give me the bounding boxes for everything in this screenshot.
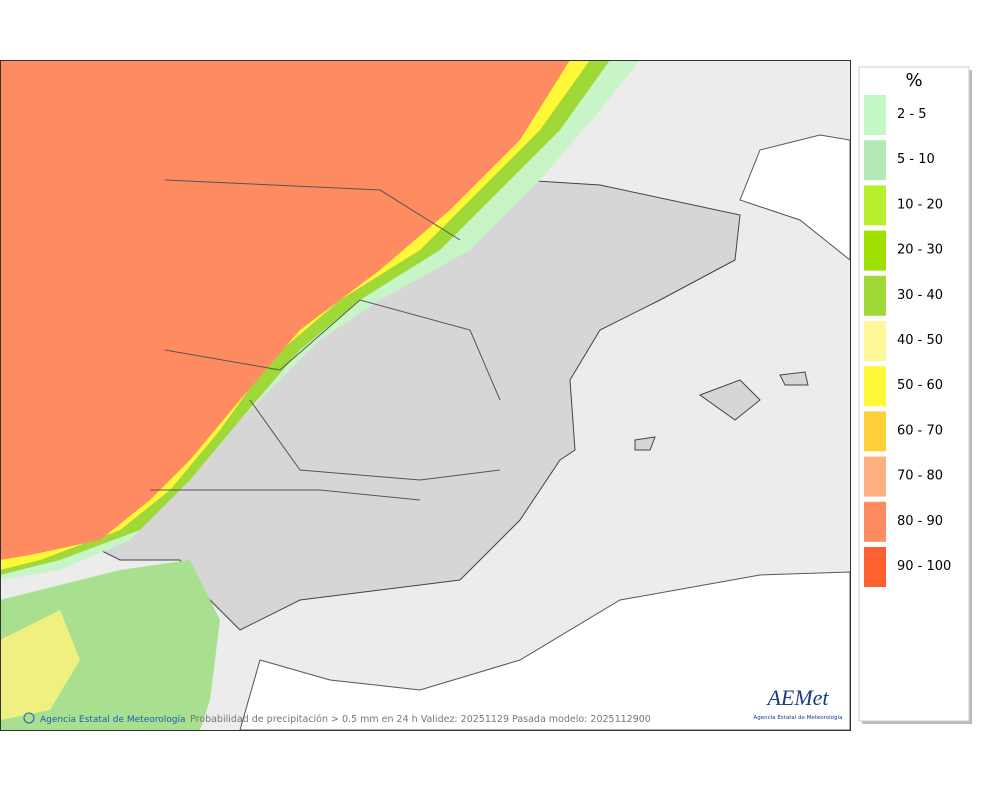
map-frame [0,60,851,731]
credit: Agencia Estatal de Meteorología [40,715,186,725]
legend-swatch [864,366,886,407]
legend-swatch [864,501,886,542]
balearic-islands [634,371,809,451]
legend-swatch [864,321,886,361]
legend-swatch [864,95,886,135]
region-borders [150,179,501,501]
sw-yellow-area [0,610,80,720]
caption: Probabilidad de precipitación > 0.5 mm e… [190,714,651,725]
legend-label: 10 - 20 [897,197,943,212]
legend-label: 40 - 50 [897,333,943,348]
legend-swatch [864,275,886,316]
logo-subtitle: Agencia Estatal de Meteorología [754,714,843,721]
legend-swatch [864,230,886,271]
legend-label: 80 - 90 [897,514,943,529]
legend-swatch [864,140,886,181]
legend-label: 5 - 10 [897,152,935,167]
logo-box [755,680,841,725]
legend: % 2 - 5 5 - 10 10 - 20 20 - 30 30 - 40 40 - 5… [858,66,972,724]
legend-swatch [864,411,886,452]
legend-label: 30 - 40 [897,288,943,303]
legend-label: 70 - 80 [897,469,943,484]
legend-swatch [864,456,886,497]
legend-title: % [905,70,922,91]
legend-label: 60 - 70 [897,423,943,438]
legend-label: 20 - 30 [897,243,943,258]
copyright-icon [23,712,35,724]
legend-label: 50 - 60 [897,378,943,393]
high-probability-area [0,60,570,560]
legend-label: 90 - 100 [897,559,951,574]
legend-label: 2 - 5 [897,107,927,122]
legend-swatch [864,547,886,587]
logo-name: AEMet [765,685,829,710]
map: Agencia Estatal de Meteorología Probabil… [0,60,851,731]
legend-swatch [864,185,886,226]
